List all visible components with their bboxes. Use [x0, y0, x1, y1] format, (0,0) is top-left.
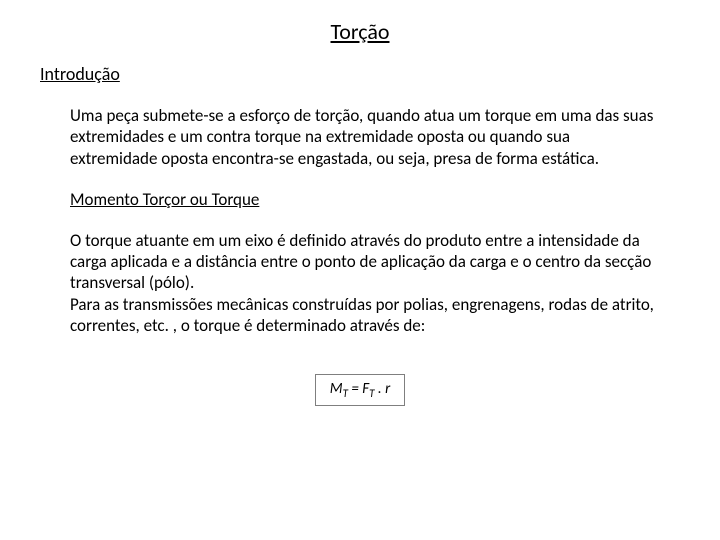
section-heading-introducao: Introdução [40, 63, 720, 85]
formula-rhs-tail: . r [375, 380, 391, 398]
formula-lhs-base: M [330, 380, 343, 398]
formula-equals: = [348, 380, 362, 398]
formula-container: MT = FT . r [0, 374, 720, 406]
paragraph-transmissions: Para as transmissões mecânicas construíd… [70, 294, 660, 337]
paragraph-torque-definition: O torque atuante em um eixo é definido a… [70, 230, 660, 294]
paragraph-intro: Uma peça submete-se a esforço de torção,… [70, 105, 660, 169]
page-title: Torção [0, 0, 720, 45]
sub-heading-momento: Momento Torçor ou Torque [70, 189, 720, 210]
formula-box: MT = FT . r [315, 374, 405, 406]
